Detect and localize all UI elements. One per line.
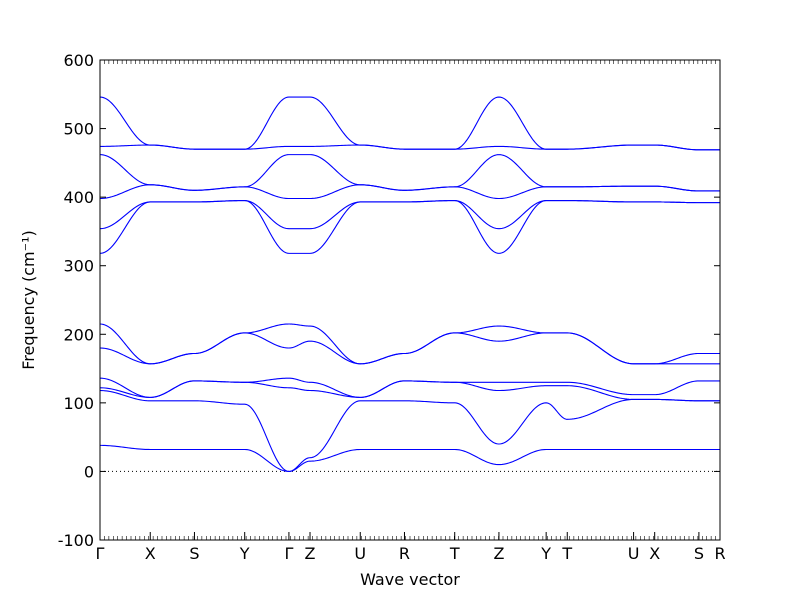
band-line-4	[99, 184, 720, 200]
y-tick-label: 200	[63, 325, 94, 344]
plot-area	[100, 60, 720, 540]
x-tick-label: S	[694, 544, 704, 563]
x-tick-label: Γ	[284, 544, 293, 563]
y-tick-label: 600	[63, 51, 94, 70]
x-tick-label: T	[449, 544, 460, 563]
y-tick-label: 300	[63, 257, 94, 276]
band-curves	[99, 96, 720, 472]
y-tick-label: 100	[63, 394, 94, 413]
band-line-2	[100, 144, 720, 151]
x-tick-label: X	[649, 544, 660, 563]
y-tick-label: 500	[63, 120, 94, 139]
x-tick-label: T	[561, 544, 572, 563]
plot-frame	[99, 59, 721, 541]
y-axis-title: Frequency (cm⁻¹)	[19, 230, 38, 369]
x-tick-label: U	[628, 544, 640, 563]
x-tick-label: S	[189, 544, 199, 563]
x-tick-label: X	[145, 544, 156, 563]
y-tick-label: -100	[58, 531, 94, 550]
x-tick-label: Y	[540, 544, 551, 563]
band-line-12	[99, 444, 720, 472]
x-tick-label: Γ	[96, 544, 105, 563]
x-tick-label: Z	[493, 544, 504, 563]
x-axis-title: Wave vector	[360, 570, 460, 589]
x-tick-label: R	[714, 544, 725, 563]
x-tick-label: R	[399, 544, 410, 563]
y-tick-label: 400	[63, 188, 94, 207]
x-tick-label: Y	[239, 544, 250, 563]
x-tick-label: Z	[305, 544, 316, 563]
x-tick-label: U	[354, 544, 366, 563]
band-line-11	[99, 389, 720, 472]
band-line-6	[99, 200, 720, 254]
y-tick-label: 0	[84, 462, 94, 481]
band-line-8	[99, 332, 720, 365]
